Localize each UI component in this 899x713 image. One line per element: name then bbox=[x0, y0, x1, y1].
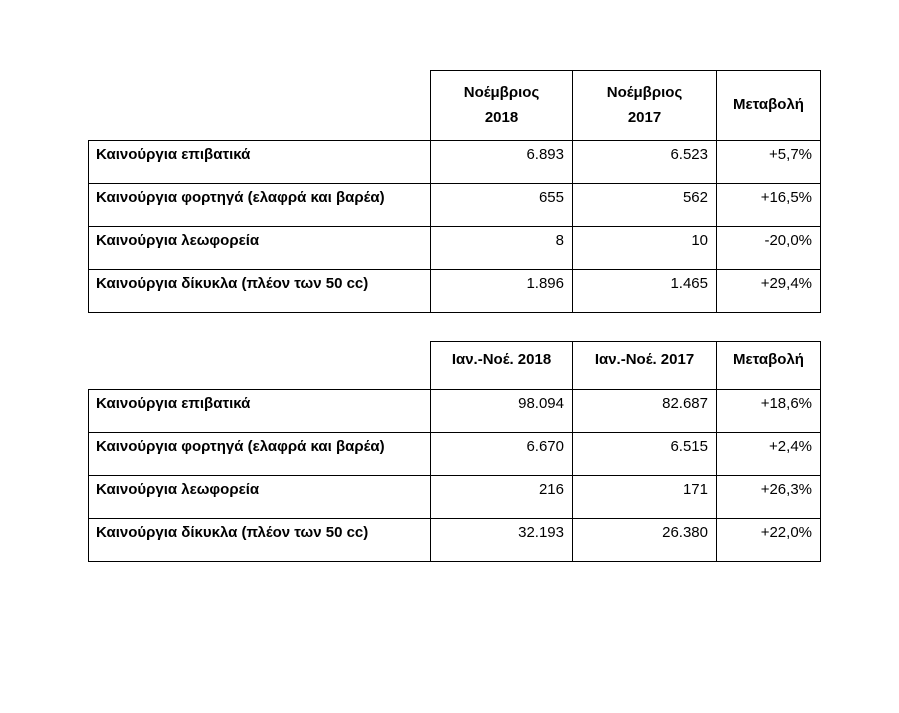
table-row-trucks: Καινούργια φορτηγά (ελαφρά και βαρέα) 6.… bbox=[88, 432, 821, 476]
row-label: Καινούργια λεωφορεία bbox=[88, 226, 431, 270]
header-line: Νοέμβριος bbox=[606, 84, 683, 101]
change-cell: +18,6% bbox=[716, 389, 821, 433]
row-label: Καινούργια επιβατικά bbox=[88, 140, 431, 184]
row-label: Καινούργια δίκυκλα (πλέον των 50 cc) bbox=[88, 269, 431, 313]
table-row-motorcycles: Καινούργια δίκυκλα (πλέον των 50 cc) 1.8… bbox=[88, 269, 821, 313]
value-2017-cell: 1.465 bbox=[572, 269, 717, 313]
value-2018-cell: 655 bbox=[430, 183, 573, 227]
table-row-passenger-cars: Καινούργια επιβατικά 98.094 82.687 +18,6… bbox=[88, 389, 821, 433]
change-cell: +22,0% bbox=[716, 518, 821, 562]
change-cell: +26,3% bbox=[716, 475, 821, 519]
value-2017-cell: 6.523 bbox=[572, 140, 717, 184]
value-2018-cell: 6.893 bbox=[430, 140, 573, 184]
header-line: 2017 bbox=[627, 109, 662, 126]
header-line: 2018 bbox=[484, 109, 519, 126]
row-label: Καινούργια δίκυκλα (πλέον των 50 cc) bbox=[88, 518, 431, 562]
column-header-jan-nov-2018: Ιαν.-Νοέ. 2018 bbox=[430, 341, 573, 390]
value-2017-cell: 6.515 bbox=[572, 432, 717, 476]
change-cell: +16,5% bbox=[716, 183, 821, 227]
row-label: Καινούργια επιβατικά bbox=[88, 389, 431, 433]
table-corner-blank bbox=[89, 342, 431, 390]
value-2017-cell: 171 bbox=[572, 475, 717, 519]
value-2017-cell: 82.687 bbox=[572, 389, 717, 433]
change-cell: +2,4% bbox=[716, 432, 821, 476]
value-2018-cell: 216 bbox=[430, 475, 573, 519]
table-row-passenger-cars: Καινούργια επιβατικά 6.893 6.523 +5,7% bbox=[88, 140, 821, 184]
row-label: Καινούργια φορτηγά (ελαφρά και βαρέα) bbox=[88, 183, 431, 227]
table-row-buses: Καινούργια λεωφορεία 216 171 +26,3% bbox=[88, 475, 821, 519]
change-cell: +5,7% bbox=[716, 140, 821, 184]
monthly-registrations-table: Νοέμβριος 2018 Νοέμβριος 2017 Μεταβολή Κ… bbox=[88, 70, 821, 313]
column-header-change: Μεταβολή bbox=[716, 341, 821, 390]
value-2017-cell: 10 bbox=[572, 226, 717, 270]
row-label: Καινούργια λεωφορεία bbox=[88, 475, 431, 519]
header-line: Νοέμβριος bbox=[463, 84, 540, 101]
monthly-table-header-row: Νοέμβριος 2018 Νοέμβριος 2017 Μεταβολή bbox=[89, 70, 821, 141]
row-label: Καινούργια φορτηγά (ελαφρά και βαρέα) bbox=[88, 432, 431, 476]
change-cell: -20,0% bbox=[716, 226, 821, 270]
table-row-trucks: Καινούργια φορτηγά (ελαφρά και βαρέα) 65… bbox=[88, 183, 821, 227]
column-header-november-2017: Νοέμβριος 2017 bbox=[572, 70, 717, 141]
value-2018-cell: 6.670 bbox=[430, 432, 573, 476]
table-corner-blank bbox=[89, 71, 431, 141]
table-row-buses: Καινούργια λεωφορεία 8 10 -20,0% bbox=[88, 226, 821, 270]
value-2017-cell: 562 bbox=[572, 183, 717, 227]
value-2017-cell: 26.380 bbox=[572, 518, 717, 562]
column-header-jan-nov-2017: Ιαν.-Νοέ. 2017 bbox=[572, 341, 717, 390]
value-2018-cell: 32.193 bbox=[430, 518, 573, 562]
column-header-change: Μεταβολή bbox=[716, 70, 821, 141]
table-row-motorcycles: Καινούργια δίκυκλα (πλέον των 50 cc) 32.… bbox=[88, 518, 821, 562]
value-2018-cell: 8 bbox=[430, 226, 573, 270]
ytd-registrations-table: Ιαν.-Νοέ. 2018 Ιαν.-Νοέ. 2017 Μεταβολή Κ… bbox=[88, 341, 821, 562]
change-cell: +29,4% bbox=[716, 269, 821, 313]
column-header-november-2018: Νοέμβριος 2018 bbox=[430, 70, 573, 141]
ytd-table-header-row: Ιαν.-Νοέ. 2018 Ιαν.-Νοέ. 2017 Μεταβολή bbox=[89, 341, 821, 390]
value-2018-cell: 1.896 bbox=[430, 269, 573, 313]
value-2018-cell: 98.094 bbox=[430, 389, 573, 433]
